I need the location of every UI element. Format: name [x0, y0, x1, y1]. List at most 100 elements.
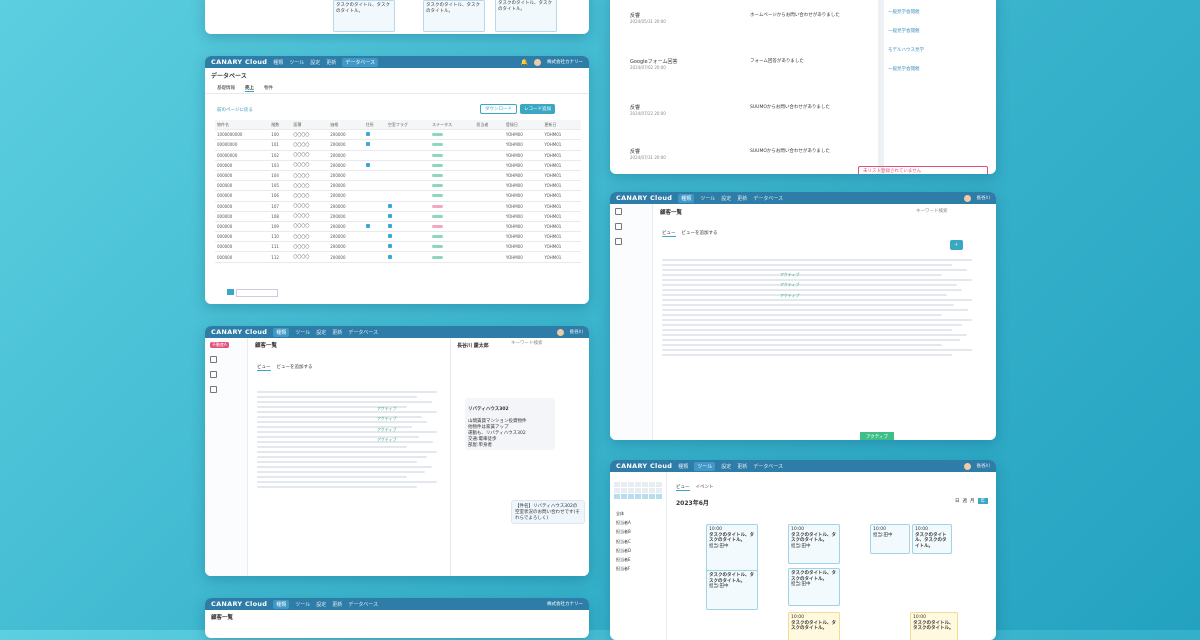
table-row[interactable]: 000000 104 〇〇〇〇 200000 YOHM00 YOHM01 [215, 170, 581, 182]
mode-day-button[interactable]: 日 [955, 499, 960, 504]
task-card[interactable]: タスクのタイトル、タスクのタイトル。 [495, 0, 557, 32]
col-header[interactable]: 登録日 [503, 120, 543, 131]
legend-item[interactable]: 担当者B [616, 529, 631, 535]
nav-item[interactable]: データベース [348, 601, 379, 608]
sidebar-item[interactable] [205, 367, 247, 382]
table-row[interactable]: 000000 112 〇〇〇〇 200000 YOHM00 YOHM01 [215, 251, 581, 263]
tab-event[interactable]: イベント [695, 485, 714, 490]
calendar-event[interactable]: タスクのタイトル、タスクのタイトル。 担当:田中 [788, 568, 840, 606]
mode-week-button[interactable]: 週 [962, 499, 968, 504]
calendar-event[interactable]: 10:00 担当:田中 [870, 524, 910, 554]
nav-item[interactable]: 更新 [737, 195, 748, 202]
checkbox-icon[interactable] [365, 132, 370, 137]
table-row[interactable]: 000000 106 〇〇〇〇 200000 YOHM00 YOHM01 [215, 190, 581, 202]
task-link[interactable]: 一般見学会開催 [888, 28, 920, 34]
table-row[interactable]: 000000 107 〇〇〇〇 200000 YOHM00 YOHM01 [215, 201, 581, 212]
nav-item-calendar[interactable]: ツール [694, 461, 716, 471]
search-input[interactable]: キーワード検索 [916, 209, 948, 214]
table-row[interactable]: 000000 109 〇〇〇〇 200000 YOHM00 YOHM01 [215, 221, 581, 233]
table-row[interactable]: 000000 111 〇〇〇〇 200000 YOHM00 YOHM01 [215, 241, 581, 253]
mini-calendar[interactable] [610, 472, 666, 509]
tab-property[interactable]: 物件 [264, 86, 273, 91]
back-link[interactable]: 前のページに戻る [217, 108, 253, 113]
nav-item[interactable]: 種類 [678, 463, 689, 470]
add-record-button[interactable]: レコード追加 [520, 104, 555, 114]
table-row[interactable]: 00000000 101 〇〇〇〇 200000 YOHM00 YOHM01 [215, 139, 581, 151]
task-card[interactable]: タスクのタイトル、タスクのタイトル。 [423, 0, 485, 32]
tab-add-view[interactable]: ビューを追加する [276, 365, 313, 370]
legend-item[interactable]: 担当者C [616, 538, 631, 544]
nav-item[interactable]: 更新 [737, 463, 748, 470]
search-input[interactable]: キーワード検索 [511, 341, 543, 346]
page-button[interactable] [236, 289, 278, 297]
col-header[interactable]: 物件名 [215, 120, 270, 131]
table-row[interactable]: 000000 108 〇〇〇〇 200000 YOHM00 YOHM01 [215, 211, 581, 222]
mode-month-button[interactable]: 月 [970, 499, 975, 504]
nav-item[interactable]: 更新 [332, 601, 343, 608]
checkbox-icon[interactable] [387, 223, 392, 228]
checkbox-icon[interactable] [387, 254, 392, 259]
checkbox-icon[interactable] [387, 203, 392, 208]
nav-item[interactable]: 更新 [326, 59, 337, 66]
nav-item[interactable]: 設定 [721, 463, 732, 470]
calendar-event[interactable]: 10:00 タスクのタイトル、タスクのタイトル。 担当:田中 [706, 524, 758, 574]
nav-item[interactable]: ツール [700, 195, 716, 202]
tab-basic[interactable]: 基礎情報 [217, 86, 235, 91]
sidebar-item[interactable]: 不動産A [205, 338, 247, 352]
task-link[interactable]: モデルハウス見学 [888, 47, 924, 53]
col-header[interactable]: ステータス [430, 120, 475, 131]
nav-item[interactable]: データベース [753, 195, 784, 202]
nav-item[interactable]: 種類 [273, 599, 290, 609]
nav-item[interactable]: 設定 [316, 329, 327, 336]
table-row[interactable]: 1000000000 100 〇〇〇〇 200000 YOHM00 YOHM01 [215, 129, 581, 141]
avatar[interactable] [963, 194, 971, 202]
legend-item[interactable]: 担当者A [616, 520, 631, 526]
sidebar-item[interactable] [205, 352, 247, 367]
nav-item[interactable]: ツール [289, 59, 305, 66]
sidebar-item[interactable] [610, 234, 652, 249]
checkbox-icon[interactable] [387, 234, 392, 239]
nav-item[interactable]: 設定 [316, 601, 327, 608]
legend-item[interactable]: 全体 [616, 511, 624, 516]
nav-item[interactable]: 設定 [721, 195, 732, 202]
task-link[interactable]: 一般見学会開催 [888, 10, 920, 15]
nav-item-customers[interactable]: 種類 [273, 327, 290, 337]
nav-item[interactable]: データベース [753, 463, 784, 470]
nav-item[interactable]: 種類 [273, 59, 284, 66]
checkbox-icon[interactable] [365, 223, 370, 228]
col-header[interactable]: 担当者 [474, 120, 504, 131]
tab-view[interactable]: ビュー [257, 365, 271, 371]
col-header[interactable]: 更新日 [542, 120, 581, 131]
table-row[interactable]: 000000 103 〇〇〇〇 200000 YOHM00 YOHM01 [215, 160, 581, 171]
task-card[interactable]: タスクのタイトル、タスクのタイトル。 [333, 0, 395, 32]
nav-item[interactable]: ツール [295, 601, 311, 608]
sidebar-item[interactable] [610, 219, 652, 234]
task-link[interactable]: 一般見学会開催 [888, 66, 920, 72]
col-header[interactable]: 住所 [363, 120, 386, 131]
sidebar-item[interactable] [610, 204, 652, 219]
legend-item[interactable]: 担当者F [616, 566, 631, 572]
download-button[interactable]: ダウンロード [480, 104, 517, 114]
active-count-button[interactable]: アクティブ [860, 432, 895, 440]
page-button[interactable] [227, 289, 234, 295]
tab-view[interactable]: ビュー [676, 485, 690, 491]
tab-add-view[interactable]: ビューを追加する [681, 231, 718, 236]
checkbox-icon[interactable] [365, 142, 370, 147]
table-row[interactable]: 000000 105 〇〇〇〇 200000 YOHM00 YOHM01 [215, 180, 581, 192]
col-header[interactable]: 面積 [291, 120, 329, 131]
mode-year-button[interactable]: 年 [977, 498, 988, 504]
tab-sales[interactable]: 売上 [245, 85, 254, 92]
nav-item[interactable]: 更新 [332, 329, 343, 336]
nav-item[interactable]: 設定 [310, 59, 321, 66]
calendar-event[interactable]: 10:00 タスクのタイトル、タスクのタイトル。 [788, 612, 840, 640]
nav-item-customers[interactable]: 種類 [678, 193, 695, 203]
table-row[interactable]: 000000 110 〇〇〇〇 200000 YOHM00 YOHM01 [215, 231, 581, 243]
col-header[interactable]: 階数 [269, 120, 292, 131]
checkbox-icon[interactable] [387, 244, 392, 249]
col-header[interactable]: 価格 [328, 120, 364, 131]
table-row[interactable]: 00000000 102 〇〇〇〇 200000 YOHM00 YOHM01 [215, 150, 581, 161]
calendar-event[interactable]: タスクのタイトル、タスクのタイトル。 担当:田中 [706, 570, 758, 610]
nav-item[interactable]: ツール [295, 329, 311, 336]
tab-view[interactable]: ビュー [662, 231, 676, 237]
col-header[interactable]: 空室フラグ [385, 120, 431, 131]
